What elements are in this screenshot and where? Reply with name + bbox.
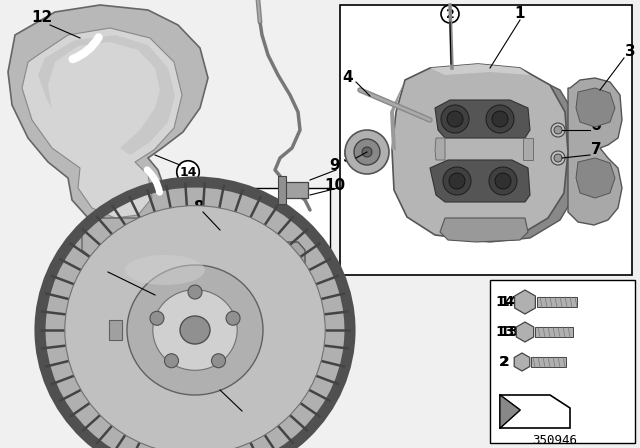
Bar [531,357,566,367]
Text: 1: 1 [515,7,525,22]
Polygon shape [576,88,615,127]
Polygon shape [215,308,295,315]
Polygon shape [523,138,533,160]
Text: 350946: 350946 [532,434,577,447]
Text: 11: 11 [90,258,111,272]
Circle shape [354,139,380,165]
Text: 2: 2 [445,8,454,21]
Ellipse shape [125,255,205,285]
Text: 8: 8 [193,201,204,215]
Bar [200,188,330,318]
Polygon shape [390,80,405,150]
Bar [490,280,635,443]
Polygon shape [218,260,292,315]
Polygon shape [392,64,568,240]
Polygon shape [435,100,530,138]
Text: 13: 13 [499,325,518,339]
Text: 10: 10 [324,177,346,193]
Ellipse shape [153,290,237,370]
Polygon shape [408,72,578,242]
Bar [284,182,308,198]
Bar [278,176,286,204]
Circle shape [164,354,179,368]
Bar [535,327,573,337]
Polygon shape [82,218,148,258]
Text: 2: 2 [499,355,509,369]
Text: 3: 3 [625,44,636,60]
Polygon shape [568,78,622,225]
Circle shape [551,151,565,165]
FancyArrowPatch shape [72,38,99,59]
Circle shape [449,173,465,189]
Circle shape [492,111,508,127]
Ellipse shape [180,316,210,344]
Text: 5: 5 [342,151,353,165]
Bar [340,5,632,275]
Circle shape [188,285,202,299]
Text: 14: 14 [495,295,515,309]
Circle shape [447,111,463,127]
Ellipse shape [127,265,263,395]
Circle shape [211,354,225,368]
Ellipse shape [65,206,325,448]
Polygon shape [430,160,530,202]
Polygon shape [500,395,570,428]
Text: 6: 6 [591,119,602,134]
Text: 14: 14 [179,165,196,178]
Circle shape [362,147,372,157]
Polygon shape [430,64,530,75]
Circle shape [150,311,164,325]
Polygon shape [225,290,308,298]
Circle shape [489,167,517,195]
Text: 13: 13 [239,412,257,425]
Polygon shape [440,218,528,242]
Text: 13: 13 [495,325,515,339]
Text: 14: 14 [499,295,518,309]
Polygon shape [8,5,208,230]
Text: 7: 7 [591,142,602,158]
Polygon shape [516,322,534,342]
Circle shape [554,154,562,162]
Text: 2: 2 [500,355,510,369]
Polygon shape [228,242,305,298]
Circle shape [551,123,565,137]
Circle shape [441,105,469,133]
Circle shape [443,167,471,195]
Polygon shape [435,138,445,160]
Polygon shape [576,158,615,198]
Circle shape [486,105,514,133]
Text: 12: 12 [31,10,52,26]
Circle shape [226,311,240,325]
Text: 9: 9 [330,158,340,172]
FancyArrowPatch shape [147,170,159,192]
Bar [537,297,577,307]
Polygon shape [38,35,175,155]
Polygon shape [500,395,520,428]
Polygon shape [22,28,182,218]
Circle shape [345,130,389,174]
Text: 4: 4 [342,70,353,86]
Polygon shape [515,290,536,314]
Circle shape [495,173,511,189]
Polygon shape [514,353,530,371]
Circle shape [554,126,562,134]
Polygon shape [109,320,122,340]
Ellipse shape [40,182,350,448]
